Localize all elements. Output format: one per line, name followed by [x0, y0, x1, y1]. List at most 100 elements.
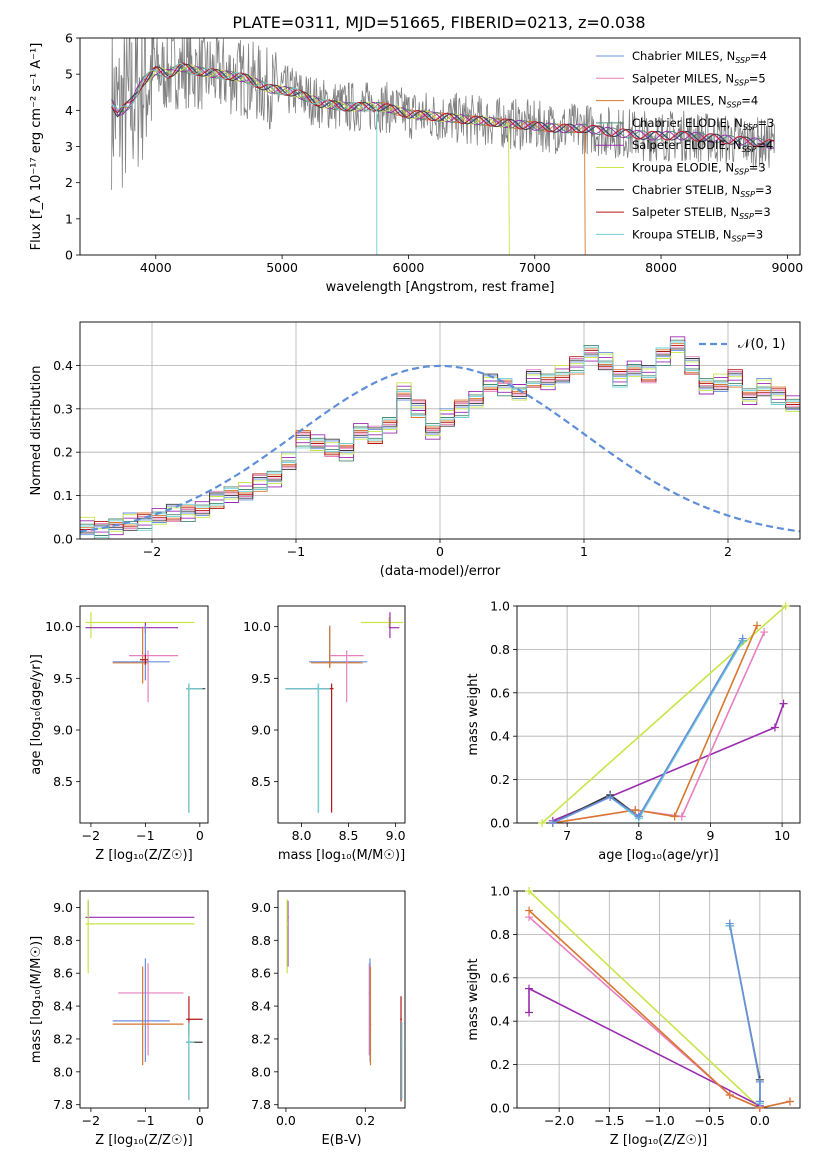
y-tick-label: 8.6	[53, 966, 73, 981]
axes-frame	[277, 605, 406, 824]
y-tick-label: 9.0	[53, 723, 73, 738]
panel-mass_vs_ebv: 0.0 0.2 7.8 8.0 8.2 8.4 8.6 8.8 9.0 E(B-V)	[251, 890, 406, 1148]
y-tick-label: 0.0	[490, 1101, 510, 1116]
y-tick-label: 8.4	[251, 999, 271, 1014]
legend-entry: Chabrier STELIB, NSSP=3	[632, 183, 772, 199]
x-tick-label: 0	[196, 828, 204, 843]
legend-entry: Kroupa ELODIE, NSSP=3	[632, 161, 766, 177]
y-tick-label: 1.0	[490, 599, 510, 614]
x-tick-label: 0.2	[355, 1113, 375, 1128]
x-axis-label: Z [log₁₀(Z/Z☉)]	[610, 1133, 707, 1148]
weight-point-marker	[781, 602, 790, 610]
weight-point-marker	[785, 1097, 794, 1106]
y-axis-label: age [log₁₀(age/yr)]	[29, 654, 44, 775]
y-axis-label: mass weight	[466, 958, 481, 1040]
x-tick-label: 5000	[266, 260, 298, 275]
y-tick-label: 0.4	[490, 729, 510, 744]
weight-line-salpeter-miles	[552, 631, 765, 823]
x-tick-label: 2	[724, 544, 732, 559]
y-tick-label: 0.6	[490, 970, 510, 985]
y-axis-label: mass [log₁₀(M/M☉)]	[29, 936, 44, 1063]
y-tick-label: 0.8	[490, 927, 510, 942]
y-tick-label: 0.3	[53, 401, 73, 416]
weight-point-marker	[606, 792, 615, 801]
x-axis-label: Z [log₁₀(Z/Z☉)]	[95, 848, 192, 863]
axes-frame	[516, 890, 801, 1109]
y-tick-label: 0.8	[490, 642, 510, 657]
y-tick-label: 9.5	[53, 671, 73, 686]
plot-area	[85, 899, 203, 1100]
panel-mass_vs_Z: −2 −1 0 7.8 8.0 8.2 8.4 8.6 8.8 9.0 Z [log₁₀(Z/Z☉)…	[29, 890, 209, 1148]
x-axis-label: wavelength [Angstrom, rest frame]	[326, 280, 555, 295]
x-tick-label: −1	[136, 1113, 154, 1128]
x-tick-label: −0.5	[695, 1113, 725, 1128]
x-tick-label: −2	[82, 828, 100, 843]
weight-point-marker	[760, 628, 769, 637]
weight-line-salpeter-elodie	[552, 703, 785, 822]
model-spectrum-chabrier-miles	[111, 63, 774, 148]
y-tick-label: 7.8	[251, 1097, 271, 1112]
panel-age_vs_Z: −2 −1 0 8.5 9.0 9.5 10.0 Z [log₁₀(Z/Z☉)] age [lo…	[29, 605, 209, 863]
weight-point-marker	[548, 819, 557, 827]
weight-point-marker	[753, 621, 762, 630]
x-tick-label: 10	[774, 828, 790, 843]
y-tick-label: 8.5	[251, 774, 271, 789]
x-tick-label: −1	[287, 544, 305, 559]
y-tick-label: 0.4	[490, 1014, 510, 1029]
weight-point-marker	[631, 805, 640, 814]
weight-line-kroupa-elodie	[541, 606, 787, 823]
x-tick-label: −1.5	[594, 1113, 624, 1128]
y-tick-label: 0.4	[53, 358, 73, 373]
y-tick-label: 0	[65, 248, 73, 263]
x-tick-label: −2.0	[544, 1113, 574, 1128]
y-tick-label: 8.8	[251, 933, 271, 948]
plot-area	[85, 612, 206, 813]
x-tick-label: 7	[563, 828, 571, 843]
plot-area	[111, 38, 776, 255]
weight-point-marker	[670, 812, 679, 821]
legend-entry: Salpeter MILES, NSSP=5	[632, 71, 766, 87]
model-spectrum-salpeter-miles	[111, 62, 775, 147]
figure-title: PLATE=0311, MJD=51665, FIBERID=0213, z=0…	[232, 13, 645, 32]
histogram-salpeter-stelib	[80, 344, 800, 530]
axes-frame	[79, 605, 209, 824]
y-tick-label: 10.0	[243, 619, 271, 634]
weight-line-salpeter-elodie	[528, 987, 761, 1107]
legend-entry: Chabrier ELODIE, NSSP=3	[632, 116, 774, 132]
axes-frame	[516, 605, 801, 824]
histogram-salpeter-miles	[80, 346, 800, 532]
legend-entry: Salpeter ELODIE, NSSP=4	[632, 138, 773, 154]
weight-line-kroupa-miles	[528, 909, 791, 1108]
plot-area	[286, 899, 403, 1102]
weight-point-marker	[525, 887, 534, 895]
weight-line-kroupa-stelib	[552, 640, 744, 823]
weight-point-marker	[725, 1090, 734, 1099]
x-tick-label: 8.0	[292, 828, 312, 843]
weight-line-kroupa-miles	[552, 625, 758, 823]
y-tick-label: 3	[65, 139, 73, 154]
x-tick-label: 9	[706, 828, 714, 843]
legend-entry: Salpeter STELIB, NSSP=3	[632, 205, 771, 221]
y-tick-label: 8.5	[53, 774, 73, 789]
y-tick-label: 6	[65, 31, 73, 46]
model-spectrum-chabrier-stelib	[111, 63, 775, 148]
weight-line-chabrier-miles	[729, 923, 761, 1102]
x-tick-label: 4000	[140, 260, 172, 275]
x-axis-label: age [log₁₀(age/yr)]	[598, 848, 719, 863]
y-tick-label: 0.0	[490, 816, 510, 831]
y-tick-label: 1.0	[490, 884, 510, 899]
weight-point-marker	[677, 812, 686, 821]
legend-entry: Kroupa MILES, NSSP=4	[632, 94, 758, 110]
y-tick-label: 5	[65, 67, 73, 82]
panel-age_vs_mass: 8.0 8.5 9.0 8.5 9.0 9.5 10.0 mass [log₁₀(M/M☉)]	[243, 605, 406, 863]
x-tick-label: 7000	[519, 260, 551, 275]
y-tick-label: 0.2	[490, 1057, 510, 1072]
weight-point-marker	[779, 699, 788, 708]
plot-area	[285, 612, 404, 813]
weight-line-chabrier-miles	[552, 638, 744, 823]
weight-point-marker	[755, 1077, 764, 1086]
panel-massweight_vs_age: 7 8 9 10 0.0 0.2 0.4 0.6 0.8 1.0 age [log₁₀(age/yr…	[466, 599, 801, 863]
x-tick-label: 1	[580, 544, 588, 559]
x-axis-label: (data-model)/error	[380, 564, 501, 579]
